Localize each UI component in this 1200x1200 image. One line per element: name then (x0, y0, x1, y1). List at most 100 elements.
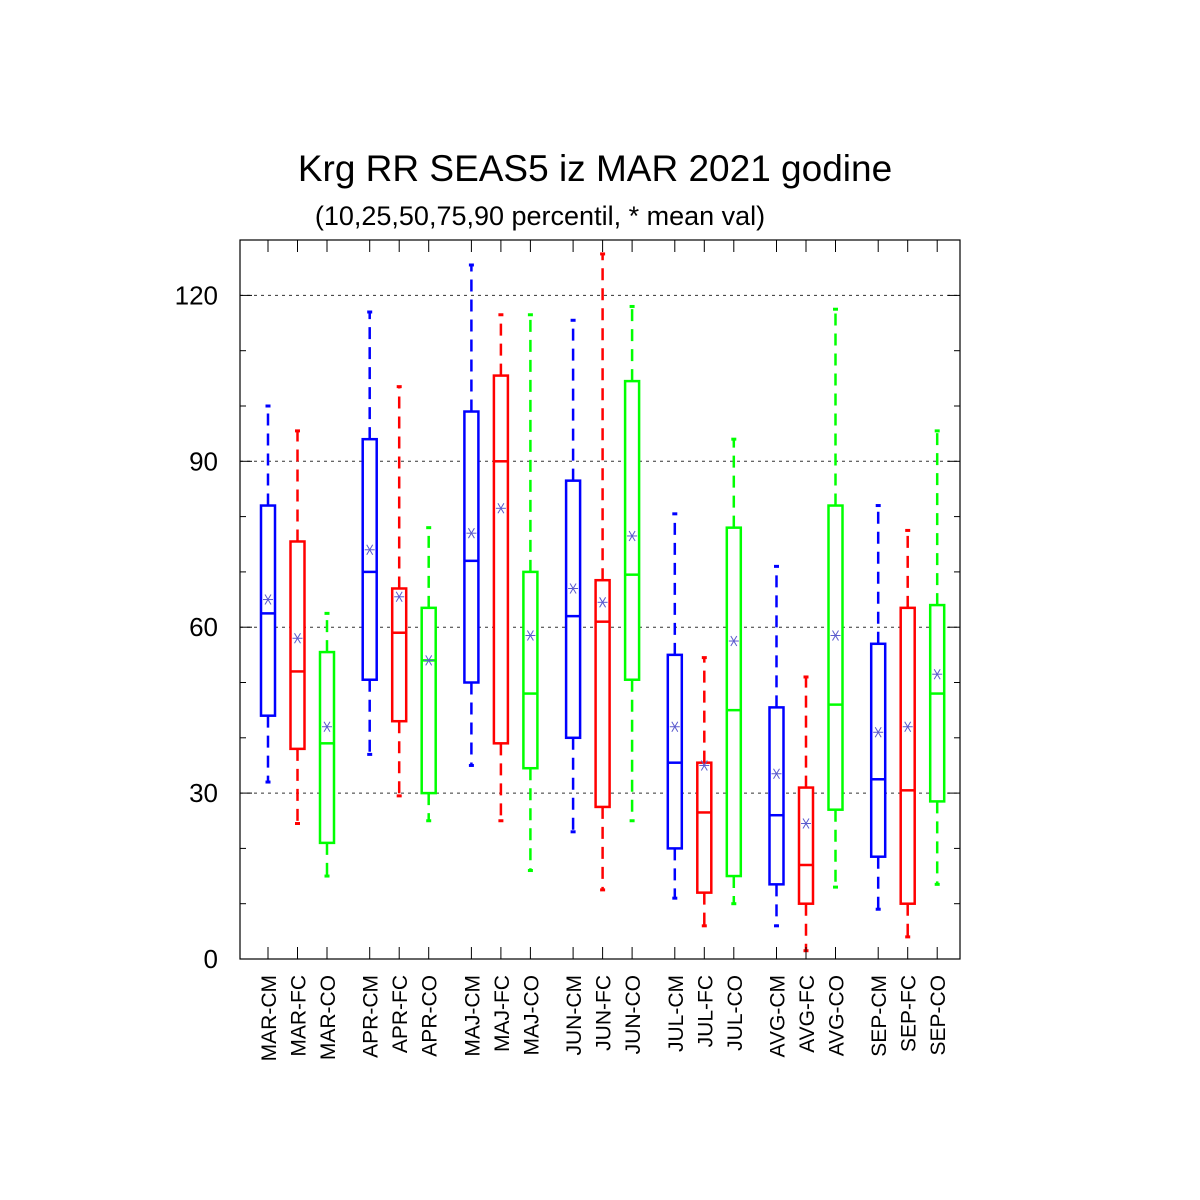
mean-marker (322, 721, 332, 732)
mean-marker-stroke (323, 721, 331, 732)
axis-labels: 0 30 60 90 120 MAR-CM MAR-FC MAR-CO APR-CM APR-FC… (175, 280, 951, 1061)
x-tick-label: JUL-CM (665, 975, 688, 1052)
x-tick-label: APR-CM (360, 975, 383, 1058)
box-jul-fc (696, 656, 713, 928)
x-tick-label: MAJ-FC (491, 975, 514, 1052)
plot-frame (239, 239, 961, 960)
x-tick-label: JUN-FC (593, 975, 616, 1051)
mean-marker (771, 768, 782, 780)
iqr-box (696, 761, 713, 894)
mean-marker (902, 721, 913, 732)
x-tick-label: MAR-CO (317, 975, 340, 1060)
box-sep-cm (869, 504, 887, 911)
x-tick-label: JUL-FC (694, 975, 717, 1047)
x-tick-label: APR-CO (419, 975, 442, 1057)
box-maj-cm (463, 263, 480, 767)
x-tick-label: AVG-CO (826, 975, 849, 1056)
box-avg-cm (768, 564, 785, 928)
mean-marker-stroke (773, 768, 780, 780)
mean-marker (699, 760, 710, 771)
mean-marker-stroke (569, 583, 577, 594)
mean-marker-stroke (933, 668, 941, 680)
y-tick-label: 60 (189, 612, 218, 642)
iqr-box (289, 540, 306, 751)
box-mar-cm (259, 404, 277, 784)
mean-marker-stroke (366, 544, 374, 556)
mean-marker-stroke (467, 527, 475, 539)
box-jul-cm (666, 512, 684, 900)
x-tick-label: MAR-FC (288, 975, 311, 1057)
iqr-box (361, 437, 378, 681)
mean-marker (873, 727, 884, 738)
mean-marker-stroke (730, 635, 738, 647)
box-avg-fc (797, 675, 815, 953)
x-tick-label: MAR-CM (258, 975, 281, 1061)
mean-marker-stroke (671, 721, 679, 732)
x-tick-label: JUN-CO (622, 975, 645, 1054)
box-jun-co (623, 304, 641, 823)
iqr-box (420, 606, 437, 795)
mean-marker-stroke (628, 530, 636, 542)
mean-marker (495, 503, 506, 514)
boxes (259, 252, 946, 953)
x-tick-label: SEP-FC (898, 975, 921, 1052)
mean-marker-stroke (904, 721, 912, 732)
box-sep-fc (899, 528, 916, 939)
y-tick-label: 90 (189, 446, 218, 476)
box-apr-co (420, 526, 437, 823)
iqr-box (318, 650, 336, 845)
box-apr-cm (361, 310, 378, 756)
iqr-box (492, 374, 510, 745)
mean-marker-stroke (832, 630, 839, 641)
box-apr-fc (390, 385, 408, 798)
iqr-box (463, 410, 480, 684)
mean-marker-stroke (526, 630, 534, 641)
mean-marker-stroke (874, 727, 882, 738)
chart-subtitle: (10,25,50,75,90 percentil, * mean val) (314, 201, 766, 231)
iqr-box (666, 653, 684, 850)
box-mar-fc (289, 429, 306, 826)
mean-marker (263, 594, 273, 605)
mean-marker-stroke (264, 594, 272, 605)
mean-marker (568, 583, 579, 594)
iqr-box (797, 786, 815, 905)
x-tick-label: MAJ-CM (461, 975, 484, 1057)
axis-ticks (240, 240, 960, 960)
iqr-box (259, 504, 277, 717)
iqr-box (522, 570, 539, 770)
box-jun-fc (594, 252, 611, 892)
iqr-box (899, 606, 916, 905)
iqr-box (827, 504, 844, 811)
x-tick-label: SEP-CO (927, 975, 950, 1056)
box-mar-co (318, 611, 336, 878)
mean-marker-stroke (395, 591, 403, 603)
y-tick-label: 120 (175, 280, 218, 310)
mean-marker-stroke (802, 818, 810, 829)
mean-marker (669, 721, 680, 732)
iqr-box (564, 479, 582, 740)
iqr-box (768, 706, 785, 886)
mean-marker-stroke (425, 655, 433, 666)
x-tick-label: JUN-CM (563, 975, 586, 1055)
iqr-box (623, 379, 641, 681)
mean-marker (525, 630, 536, 641)
x-tick-label: JUL-CO (724, 975, 747, 1051)
mean-marker (292, 633, 303, 644)
mean-marker-stroke (599, 597, 607, 608)
y-tick-label: 30 (189, 778, 218, 808)
mean-marker (423, 655, 434, 666)
iqr-box (869, 642, 887, 858)
x-tick-label: SEP-CM (868, 975, 891, 1057)
iqr-box (928, 603, 946, 803)
mean-marker (394, 591, 405, 603)
mean-marker (466, 527, 477, 539)
x-tick-label: AVG-FC (796, 975, 819, 1053)
mean-marker (801, 818, 811, 829)
box-maj-fc (492, 313, 510, 823)
iqr-box (725, 526, 743, 878)
y-tick-label: 0 (204, 944, 218, 974)
mean-marker-stroke (700, 760, 708, 771)
chart-title: Krg RR SEAS5 iz MAR 2021 godine (297, 148, 893, 189)
mean-marker-stroke (497, 503, 505, 514)
